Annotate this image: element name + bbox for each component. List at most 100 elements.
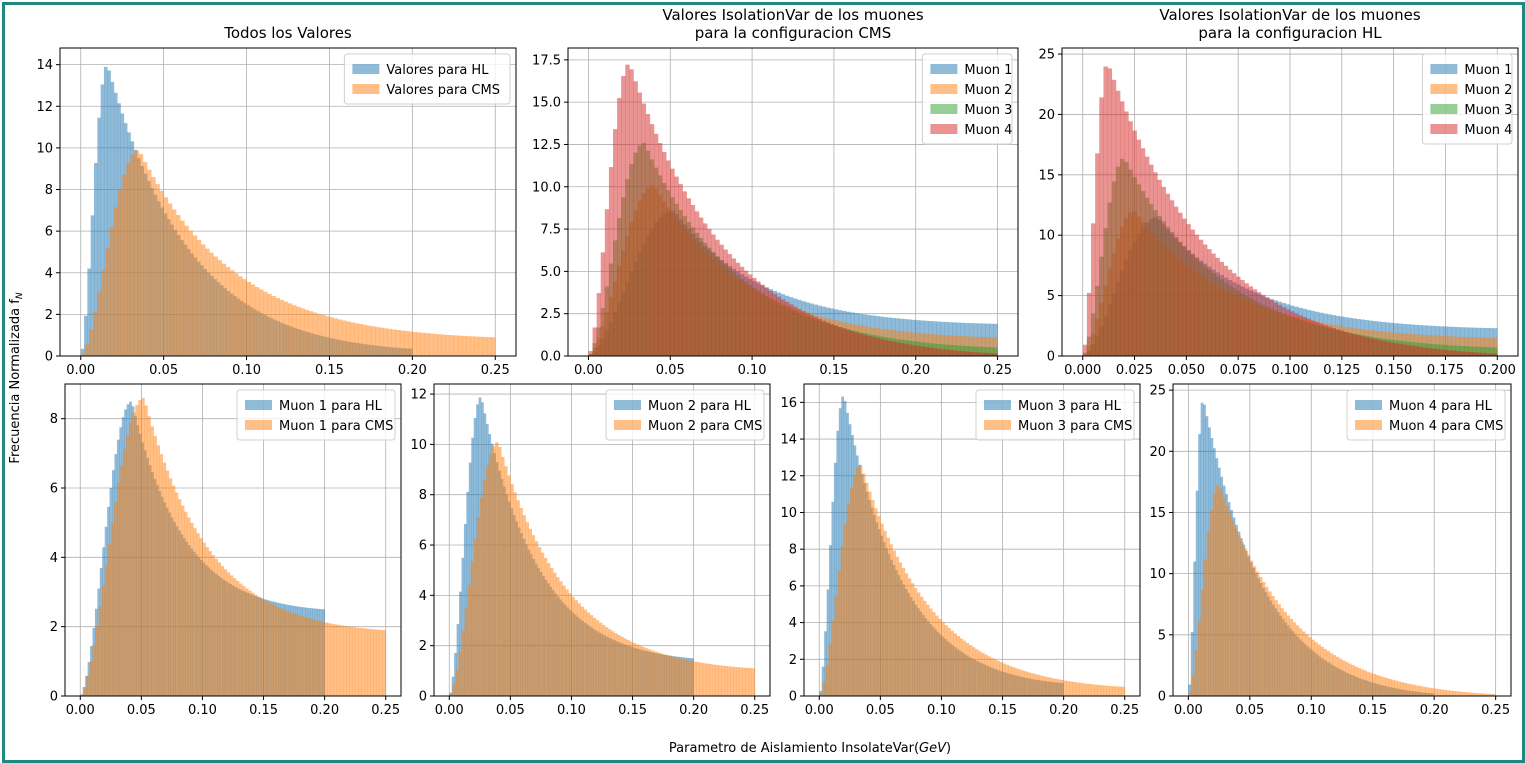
histogram-bar (1103, 66, 1108, 356)
histogram-bar (118, 189, 123, 356)
histogram-bar (543, 557, 548, 696)
histogram-bar (715, 664, 719, 696)
histogram-bar (138, 154, 144, 356)
histogram-bar (416, 332, 421, 356)
histogram-bar (1364, 337, 1370, 356)
histogram-bar (287, 611, 292, 696)
histogram-bar (156, 445, 160, 696)
histogram-bar (263, 600, 267, 696)
histogram-bar (723, 249, 728, 356)
histogram-bar (938, 618, 942, 696)
histogram-bar (653, 651, 658, 696)
histogram-bar (330, 623, 335, 696)
histogram-bar (1351, 665, 1355, 696)
y-tick-label: 5 (1158, 628, 1166, 643)
x-tick-label: 0.00 (66, 363, 95, 378)
histogram-bar (1422, 347, 1428, 356)
histogram-bar (1446, 690, 1450, 696)
histogram-bar (889, 544, 893, 696)
chart-panel-6: 0.00 0.05 0.10 0.15 0.20 0.25 0 2 4 6 8 10 12 14 16 Muo… (780, 383, 1141, 718)
histogram-bar (174, 492, 179, 696)
chart-title: Valores IsolationVar de los muones (662, 6, 923, 24)
histogram-bar (1298, 628, 1303, 696)
histogram-bar (184, 225, 189, 356)
histogram-bar (849, 487, 854, 696)
legend-box (1421, 53, 1513, 145)
histogram-bar (1121, 686, 1126, 696)
histogram-bar (577, 603, 581, 696)
histogram-bar (626, 640, 630, 696)
histogram-bar (719, 244, 724, 356)
histogram-bar (1200, 402, 1204, 696)
histogram-bar (735, 262, 741, 356)
y-tick-label: 10 (36, 141, 53, 156)
histogram-bar (748, 668, 752, 696)
histogram-bar (1036, 674, 1040, 696)
legend-box (343, 53, 511, 105)
histogram-bar (985, 347, 990, 356)
histogram-bar (825, 665, 829, 696)
histogram-bar (188, 230, 193, 356)
histogram-bar (284, 610, 289, 696)
histogram-bar (923, 346, 929, 356)
histogram-bar (333, 624, 338, 696)
histogram-bar (113, 502, 118, 696)
histogram-bar (733, 666, 737, 696)
histogram-bar (940, 349, 945, 356)
legend-swatch (1355, 400, 1382, 410)
x-tick-label: 0.00 (1174, 703, 1203, 718)
histogram-bar (171, 485, 176, 696)
histogram-bar (950, 630, 954, 696)
histogram-bar (1464, 351, 1469, 356)
histogram-bar (1054, 678, 1058, 696)
histogram-bar (1471, 692, 1475, 696)
histogram-bar (1393, 343, 1399, 356)
histogram-bar (559, 581, 563, 696)
histogram-bar (97, 291, 102, 356)
histogram-bar (461, 630, 465, 696)
histogram-bar (833, 325, 839, 356)
histogram-bar (707, 229, 712, 356)
histogram-bar (985, 352, 990, 356)
histogram-bar (1033, 673, 1037, 696)
histogram-bar (1476, 346, 1481, 356)
histogram-bar (184, 511, 188, 696)
histogram-bar (162, 462, 167, 696)
histogram-bar (1401, 344, 1407, 356)
histogram-bar (312, 312, 318, 356)
histogram-bar (279, 299, 285, 356)
histogram-bar (727, 666, 731, 696)
histogram-bar (346, 321, 351, 356)
histogram-bar (898, 562, 903, 696)
histogram-bar (1265, 297, 1270, 356)
histogram-bar (602, 624, 606, 696)
histogram-bar (1480, 347, 1486, 356)
histogram-bar (209, 252, 214, 356)
histogram-bar (926, 604, 930, 696)
histogram-bar (858, 333, 863, 356)
histogram-bar (1283, 611, 1287, 696)
histogram-bar (598, 622, 603, 696)
legend-swatch (930, 104, 958, 114)
histogram-bar (822, 682, 826, 696)
histogram-bar (919, 346, 925, 356)
histogram-bar (562, 585, 566, 696)
histogram-bar (813, 317, 818, 356)
legend-label: Muon 2 (1464, 83, 1512, 98)
histogram-bar (1332, 655, 1337, 696)
legend: Muon 1 Muon 2 Muon 3 Muon 4 (1421, 53, 1513, 145)
histogram-bar (978, 651, 982, 696)
histogram-bar (1357, 667, 1361, 696)
histogram-bar (308, 311, 314, 356)
y-tick-label: 0.0 (540, 350, 561, 365)
histogram-bar (103, 66, 108, 356)
histogram-bar (1195, 490, 1199, 696)
histogram-bar (101, 585, 106, 696)
histogram-bar (935, 615, 939, 696)
histogram-bar (458, 651, 462, 696)
histogram-bar (1430, 348, 1436, 356)
y-tick-label: 0 (419, 690, 427, 705)
legend-label: Muon 3 para CMS (1018, 419, 1132, 434)
y-tick-label: 4 (789, 616, 797, 631)
histogram-bar (874, 337, 880, 356)
